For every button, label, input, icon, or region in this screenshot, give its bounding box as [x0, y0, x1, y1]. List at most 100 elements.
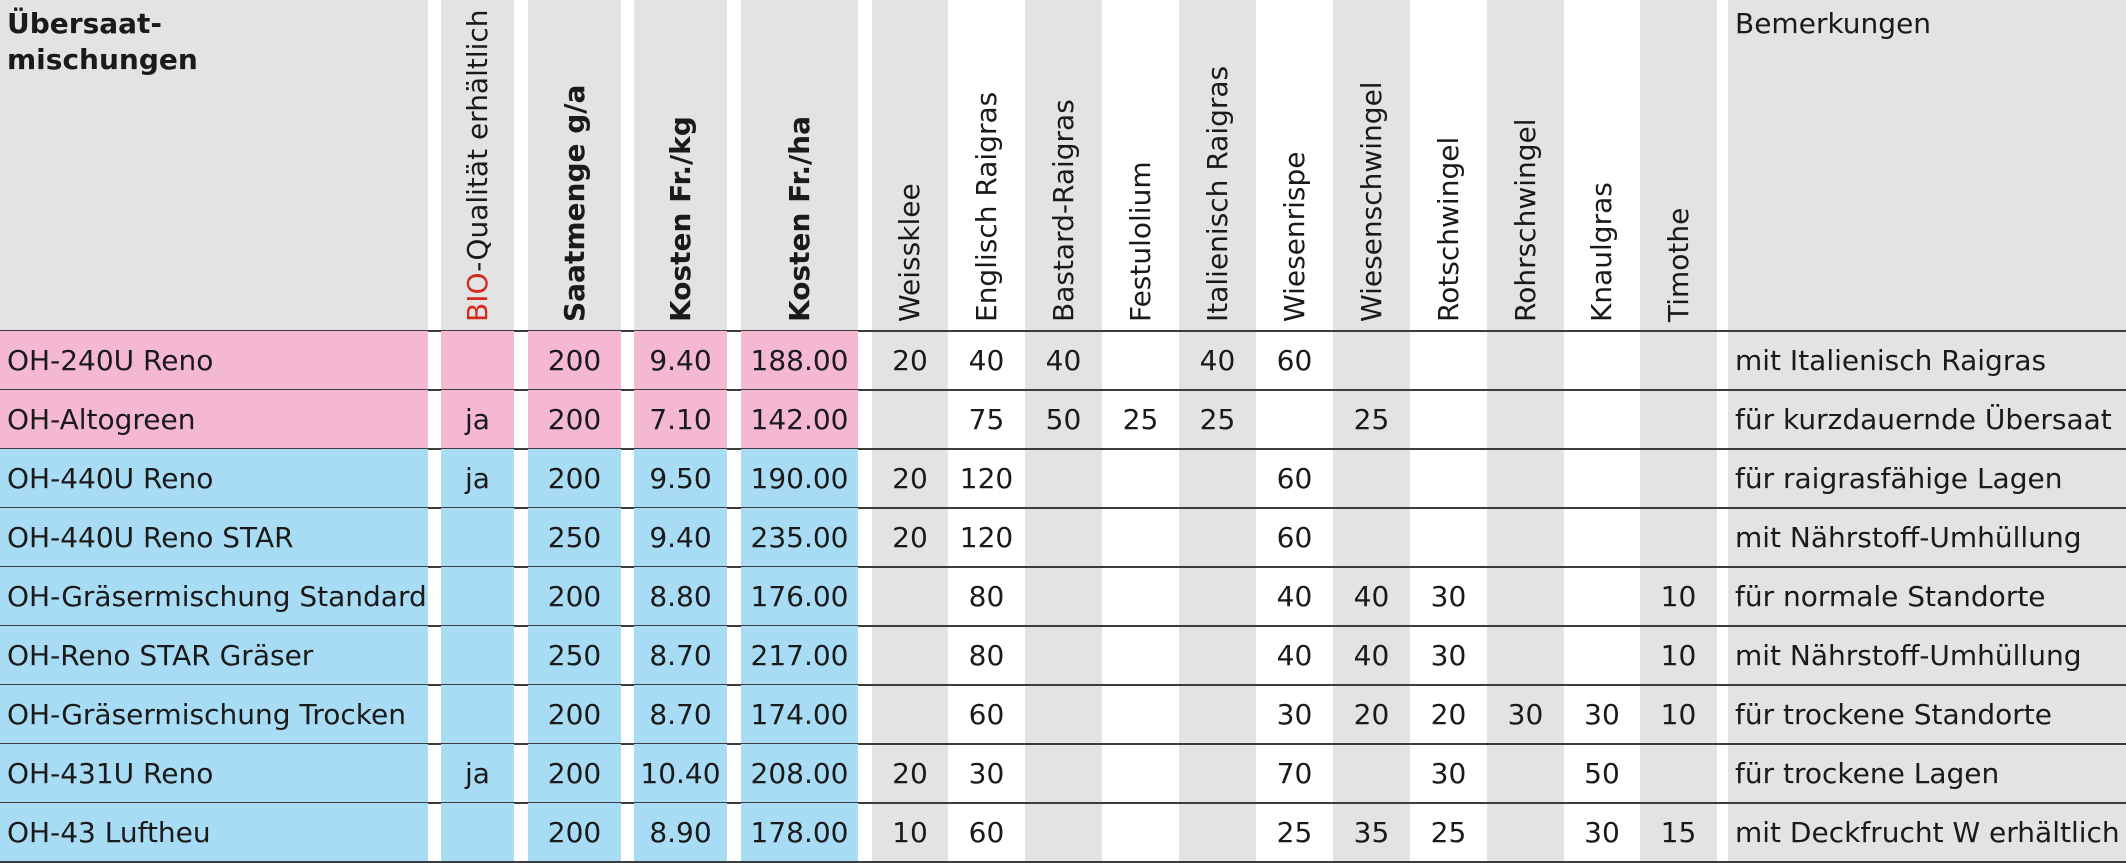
cell-name: OH-43 Luftheu — [0, 803, 428, 861]
cell-remark: mit Italienisch Raigras — [1735, 344, 2047, 377]
cell-species: 25 — [1353, 403, 1390, 436]
cell-species: 35 — [1353, 816, 1390, 849]
cell-species: 75 — [968, 403, 1005, 436]
column-background — [1333, 0, 1410, 863]
column-header-species: Knaulgras — [1564, 0, 1640, 330]
cell-species — [1333, 449, 1410, 507]
cell-species: 60 — [1276, 521, 1313, 554]
cell-species — [1102, 744, 1179, 802]
row-divider — [0, 330, 2126, 332]
cell-species — [1564, 567, 1640, 625]
row-divider — [0, 802, 2126, 804]
column-header-species-label: Rotschwingel — [1431, 137, 1467, 322]
column-header-species: Rotschwingel — [1410, 0, 1487, 330]
cell-species: 20 — [1353, 698, 1390, 731]
species-text: Italienisch Raigras — [1200, 65, 1234, 322]
bio-rest-text: -Qualität erhältlich — [460, 9, 494, 272]
cell-species — [1102, 567, 1179, 625]
column-background — [1179, 0, 1256, 863]
column-header-species: Englisch Raigras — [948, 0, 1025, 330]
cell-saatmenge: 200 — [528, 685, 621, 743]
cell-species — [1487, 449, 1564, 507]
cell-species — [1564, 626, 1640, 684]
cell-species — [1025, 626, 1102, 684]
cell-kosten-ha: 235.00 — [741, 508, 858, 566]
title-line-2: mischungen — [7, 43, 198, 76]
species-text: Festulolium — [1123, 161, 1157, 322]
cell-species — [1333, 744, 1410, 802]
column-header-saatmenge-label: Saatmenge g/a — [557, 85, 593, 322]
cell-species — [1640, 449, 1717, 507]
cell-name: OH-440U Reno — [0, 449, 428, 507]
cell-remark: für trockene Lagen — [1735, 757, 2000, 790]
cell-kosten-kg: 10.40 — [634, 744, 727, 802]
cell-saatmenge: 200 — [528, 449, 621, 507]
cell-species — [1487, 390, 1564, 448]
cell-species — [872, 390, 948, 448]
cell-species — [1102, 508, 1179, 566]
cell-remark: mit Nährstoff-Umhüllung — [1735, 639, 2082, 672]
cell-species — [1025, 685, 1102, 743]
cell-species: 20 — [892, 462, 928, 495]
cell-species: 20 — [1430, 698, 1467, 731]
table-row: OH-240U Reno 200 9.40 188.00 20 40 40 40 60 mit I… — [0, 331, 2126, 390]
column-background — [1640, 0, 1717, 863]
cell-species: 60 — [968, 816, 1005, 849]
species-text: Bastard-Raigras — [1046, 99, 1080, 322]
cell-species — [1179, 744, 1256, 802]
table-row: OH-Gräsermischung Trocken 200 8.70 174.00 60… — [0, 685, 2126, 744]
column-background — [1728, 0, 2126, 863]
cell-species — [1333, 331, 1410, 389]
cell-species — [1640, 508, 1717, 566]
cell-species: 50 — [1584, 757, 1620, 790]
column-header-species-label: Bastard-Raigras — [1046, 99, 1082, 322]
column-header-kosten-ha-label: Kosten Fr./ha — [782, 116, 818, 322]
cell-species — [872, 567, 948, 625]
bio-red-text: BIO — [460, 271, 494, 322]
cell-species — [1179, 803, 1256, 861]
table-row: OH-440U Reno ja 200 9.50 190.00 20 120 60 für ra… — [0, 449, 2126, 508]
cell-species: 25 — [1276, 816, 1313, 849]
cell-species — [1564, 449, 1640, 507]
cell-species: 40 — [1353, 639, 1390, 672]
cell-species: 80 — [968, 580, 1005, 613]
row-divider — [0, 743, 2126, 745]
cell-bio: ja — [441, 449, 514, 507]
cell-remark: für trockene Standorte — [1735, 698, 2053, 731]
column-header-kosten-kg: Kosten Fr./kg — [634, 0, 727, 330]
cell-remark: für raigrasfähige Lagen — [1735, 462, 2063, 495]
column-header-species-label: Wiesenschwingel — [1354, 81, 1390, 322]
cell-kosten-ha: 188.00 — [741, 331, 858, 389]
cell-remark: für kurzdauernde Übersaat — [1735, 403, 2112, 436]
cell-species — [1179, 508, 1256, 566]
table-row: OH-Reno STAR Gräser 250 8.70 217.00 80 40 40 30… — [0, 626, 2126, 685]
cell-bio: ja — [441, 744, 514, 802]
cell-saatmenge: 200 — [528, 803, 621, 861]
cell-kosten-kg: 9.40 — [634, 331, 727, 389]
cell-species: 30 — [1430, 580, 1467, 613]
table-title: Übersaat- mischungen — [7, 6, 198, 78]
cell-name: OH-440U Reno STAR — [0, 508, 428, 566]
cell-species — [1179, 449, 1256, 507]
cell-species — [1410, 331, 1487, 389]
column-header-species-label: Weissklee — [892, 183, 928, 322]
cell-species — [1102, 626, 1179, 684]
species-text: Rohrschwingel — [1508, 118, 1542, 322]
row-divider — [0, 861, 2126, 863]
column-header-saatmenge: Saatmenge g/a — [528, 0, 621, 330]
cell-kosten-kg: 8.70 — [634, 685, 727, 743]
table-row: OH-Gräsermischung Standard 200 8.80 176.00 8… — [0, 567, 2126, 626]
column-header-species-label: Timothe — [1661, 208, 1697, 322]
table-row: OH-440U Reno STAR 250 9.40 235.00 20 120 60 mit… — [0, 508, 2126, 567]
cell-species: 25 — [1430, 816, 1467, 849]
cell-remark: mit Deckfrucht W erhältlich — [1735, 816, 2120, 849]
column-header-species: Wiesenrispe — [1256, 0, 1333, 330]
column-header-kosten-kg-label: Kosten Fr./kg — [663, 116, 699, 322]
column-header-species: Wiesenschwingel — [1333, 0, 1410, 330]
cell-bio — [441, 508, 514, 566]
cell-species: 15 — [1660, 816, 1697, 849]
cell-species: 30 — [968, 757, 1005, 790]
column-header-species-label: Knaulgras — [1584, 182, 1620, 322]
cell-species: 40 — [968, 344, 1005, 377]
row-divider — [0, 448, 2126, 450]
